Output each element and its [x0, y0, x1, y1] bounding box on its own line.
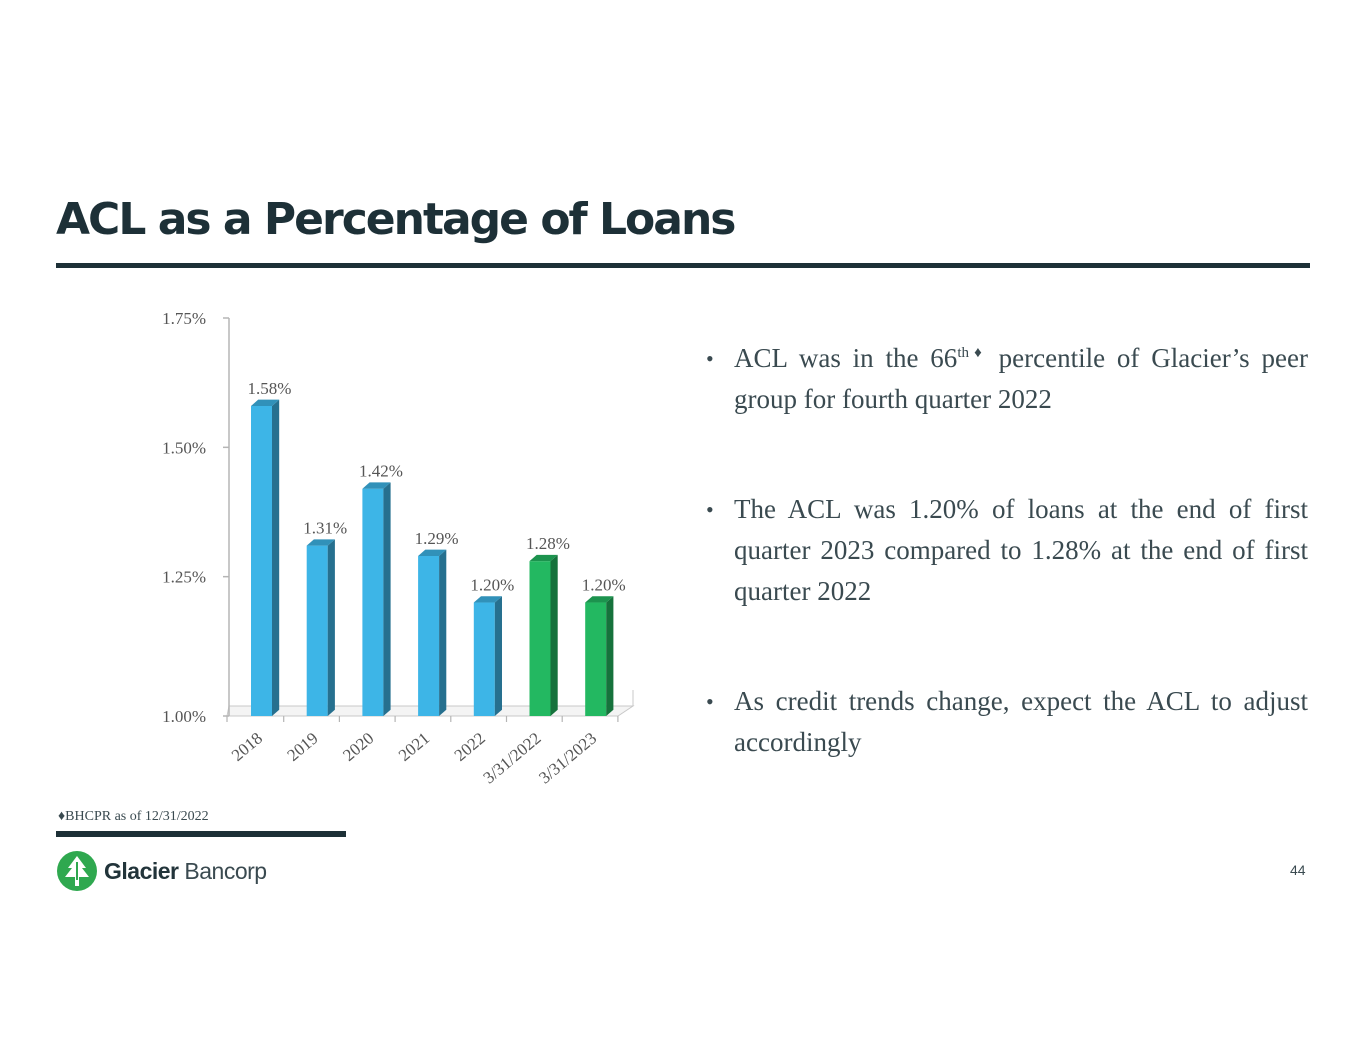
acl-bar-chart: 1.00% 1.25% 1.50% 1.75% 1.58% 2018 1.31% 2019 1.… [162, 309, 635, 788]
bar [251, 405, 272, 716]
page-title: ACL as a Percentage of Loans [56, 194, 736, 245]
bullet-text-continued: percentile of Glacier’s peer group for f… [734, 343, 1308, 414]
bullet-text: As credit trends change, expect the ACL … [734, 686, 1308, 757]
bar-top [362, 482, 391, 489]
y-tick-label: 1.25% [162, 568, 206, 587]
bar-side [606, 596, 614, 716]
bar-top [529, 554, 558, 562]
bullet-superscript: th♦ [957, 345, 987, 361]
x-tick-label: 2020 [339, 729, 377, 765]
bar [529, 561, 551, 716]
bullet-item: • As credit trends change, expect the ACL… [706, 681, 1308, 763]
bar [418, 555, 440, 716]
bullet-dot-icon: • [706, 689, 714, 714]
bar [306, 545, 328, 716]
data-label: 1.28% [526, 534, 570, 553]
x-tick-label: 2022 [451, 729, 489, 765]
bar-top [473, 596, 502, 603]
footer-divider [56, 831, 346, 837]
bullet-text: ACL was in the 66 [734, 343, 958, 373]
data-label: 1.42% [359, 462, 403, 481]
bar-top [251, 399, 280, 406]
bar-top [418, 549, 447, 556]
bullet-item: • ACL was in the 66th♦ percentile of Glac… [706, 338, 1308, 420]
company-logo: Glacier Bancorp [56, 850, 267, 892]
bar-side [272, 399, 280, 716]
bar-top [585, 596, 614, 603]
x-tick-label: 3/31/2022 [480, 729, 545, 788]
x-tick-label: 3/31/2023 [535, 729, 600, 788]
footnote: ♦BHCPR as of 12/31/2022 [58, 809, 209, 825]
bar-side [383, 482, 391, 716]
diamond-icon: ♦ [58, 809, 66, 824]
bullet-item: • The ACL was 1.20% of loans at the end o… [706, 489, 1308, 612]
bar-side [494, 596, 502, 716]
y-tick-label: 1.75% [162, 309, 206, 328]
page-number: 44 [1290, 862, 1306, 878]
x-tick-label: 2019 [284, 729, 322, 765]
logo-wordmark: Glacier Bancorp [104, 857, 267, 884]
tree-icon [57, 851, 97, 891]
y-tick-label: 1.00% [162, 707, 206, 726]
data-label: 1.20% [470, 576, 514, 595]
bullet-text: The ACL was 1.20% of loans at the end of… [734, 494, 1308, 606]
x-tick-label: 2021 [395, 729, 433, 765]
bullet-dot-icon: • [706, 497, 714, 522]
bar [473, 602, 495, 716]
bar [362, 488, 384, 716]
data-label: 1.31% [303, 519, 347, 538]
footnote-text: BHCPR as of 12/31/2022 [65, 809, 209, 824]
y-tick-label: 1.50% [162, 438, 206, 457]
bullet-list: • ACL was in the 66th♦ percentile of Glac… [706, 338, 1308, 763]
bar-side [439, 549, 447, 716]
bar-side [550, 554, 558, 716]
data-label: 1.29% [415, 529, 459, 548]
title-divider [56, 263, 1310, 268]
data-label: 1.58% [248, 379, 292, 398]
bar-side [327, 539, 335, 716]
bar-top [306, 539, 335, 546]
bullet-dot-icon: • [706, 346, 714, 371]
data-label: 1.20% [582, 576, 626, 595]
bar [585, 602, 607, 716]
x-tick-label: 2018 [228, 729, 266, 765]
